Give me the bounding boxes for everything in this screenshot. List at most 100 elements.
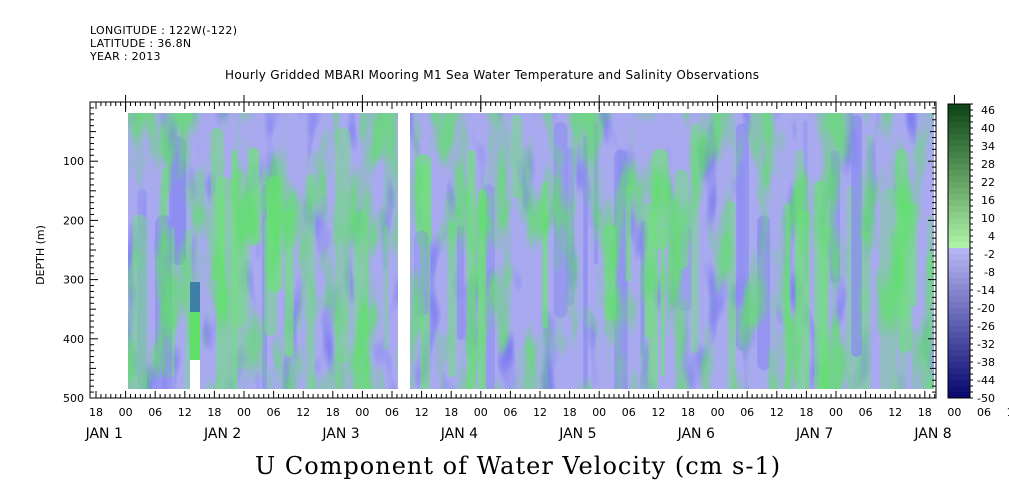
colorbar-label: 4 (988, 230, 995, 243)
colorbar-swatch (948, 338, 970, 345)
colorbar-swatch (948, 272, 970, 279)
x-tick-label: 18 (89, 406, 103, 419)
x-tick-label: 06 (385, 406, 399, 419)
colorbar-swatch (948, 374, 970, 381)
colorbar-swatch (948, 326, 970, 333)
colorbar-label: -50 (977, 392, 995, 405)
colorbar-swatch (948, 350, 970, 357)
x-tick-label: 18 (563, 406, 577, 419)
x-tick-label: 06 (859, 406, 873, 419)
x-tick-label: 06 (503, 406, 517, 419)
colorbar-swatch (948, 296, 970, 303)
colorbar-label: -32 (977, 338, 995, 351)
colorbar-swatch (948, 284, 970, 291)
x-axis-title: U Component of Water Velocity (cm s-1) (255, 452, 782, 480)
colorbar-label: 10 (981, 212, 995, 225)
x-tick-label: 12 (296, 406, 310, 419)
colorbar-swatch (948, 380, 970, 387)
colorbar-swatch (948, 182, 970, 189)
x-tick-label: 06 (148, 406, 162, 419)
x-day-label: JAN 7 (795, 426, 833, 442)
colorbar-label: 28 (981, 158, 995, 171)
colorbar-label: -20 (977, 302, 995, 315)
x-ticks (95, 95, 955, 398)
year-label: YEAR : 2013 (90, 50, 161, 63)
colorbar-label: -2 (984, 248, 995, 261)
colorbar-swatch (948, 242, 970, 249)
colorbar-swatch (948, 386, 970, 393)
x-tick-label: 12 (1007, 406, 1009, 419)
x-tick-label: 12 (651, 406, 665, 419)
colorbar-swatch (948, 170, 970, 177)
x-tick-label: 12 (770, 406, 784, 419)
colorbar-swatch (948, 164, 970, 171)
colorbar-swatch (948, 188, 970, 195)
x-tick-label: 12 (178, 406, 192, 419)
colorbar-label: 34 (981, 140, 995, 153)
colorbar-swatch (948, 110, 970, 117)
x-day-label: JAN 3 (321, 426, 359, 442)
x-tick-label: 18 (799, 406, 813, 419)
colorbar-swatch (948, 290, 970, 297)
x-tick-label: 00 (829, 406, 843, 419)
x-day-label: JAN 5 (558, 426, 596, 442)
x-day-label: JAN 8 (913, 426, 951, 442)
colorbar-label: -26 (977, 320, 995, 333)
colorbar (947, 103, 973, 399)
colorbar-swatch (948, 230, 970, 237)
colorbar-swatch (948, 362, 970, 369)
y-tick-label: 500 (63, 392, 84, 405)
colorbar-swatch (948, 212, 970, 219)
y-tick-label: 100 (63, 155, 84, 168)
colorbar-labels: 46 40 34 28 22 16 10 4 -2 -8 -14 -20 -26 -32 -38 -44 -50 (977, 104, 995, 405)
x-day-label: JAN 4 (440, 426, 478, 442)
colorbar-swatch (948, 254, 970, 261)
chart-title: Hourly Gridded MBARI Mooring M1 Sea Wate… (225, 68, 760, 82)
colorbar-swatch (948, 158, 970, 165)
x-tick-label: 06 (740, 406, 754, 419)
x-tick-label: 00 (355, 406, 369, 419)
colorbar-swatch (948, 146, 970, 153)
y-tick-label: 200 (63, 214, 84, 227)
y-ticks (90, 101, 936, 399)
colorbar-label: 22 (981, 176, 995, 189)
colorbar-swatch (948, 308, 970, 315)
x-tick-label: 00 (711, 406, 725, 419)
x-tick-label: 00 (592, 406, 606, 419)
colorbar-swatch (948, 302, 970, 309)
colorbar-swatch (948, 278, 970, 285)
x-day-label: JAN 2 (203, 426, 241, 442)
x-tick-label: 00 (237, 406, 251, 419)
colorbar-label: -8 (984, 266, 995, 279)
colorbar-swatch (948, 224, 970, 231)
colorbar-swatch (948, 320, 970, 327)
colorbar-swatch (948, 314, 970, 321)
colorbar-label: 40 (981, 122, 995, 135)
x-day-label: JAN 6 (677, 426, 715, 442)
colorbar-swatch (948, 392, 970, 399)
y-tick-label: 300 (63, 274, 84, 287)
colorbar-swatch (948, 332, 970, 339)
x-tick-label: 00 (947, 406, 961, 419)
y-tick-labels: 100 200 300 400 500 (63, 155, 84, 405)
y-axis-label: DEPTH (m) (34, 225, 47, 285)
x-tick-label: 12 (533, 406, 547, 419)
x-tick-label: 18 (326, 406, 340, 419)
x-day-label: JAN 1 (85, 426, 123, 442)
x-tick-label: 06 (622, 406, 636, 419)
colorbar-swatch (948, 200, 970, 207)
colorbar-label: -44 (977, 374, 995, 387)
colorbar-swatch (948, 134, 970, 141)
colorbar-frame (947, 103, 971, 399)
y-tick-label: 400 (63, 333, 84, 346)
colorbar-swatch (948, 176, 970, 183)
velocity-field (128, 113, 934, 389)
latitude-label: LATITUDE : 36.8N (90, 37, 192, 50)
x-tick-label: 00 (119, 406, 133, 419)
x-tick-label: 18 (918, 406, 932, 419)
x-tick-label: 06 (977, 406, 991, 419)
x-tick-label: 06 (267, 406, 281, 419)
longitude-label: LONGITUDE : 122W(-122) (90, 24, 238, 37)
x-day-labels: JAN 1 JAN 2 JAN 3 JAN 4 JAN 5 JAN 6 JAN 7 JAN 8 (85, 426, 952, 442)
